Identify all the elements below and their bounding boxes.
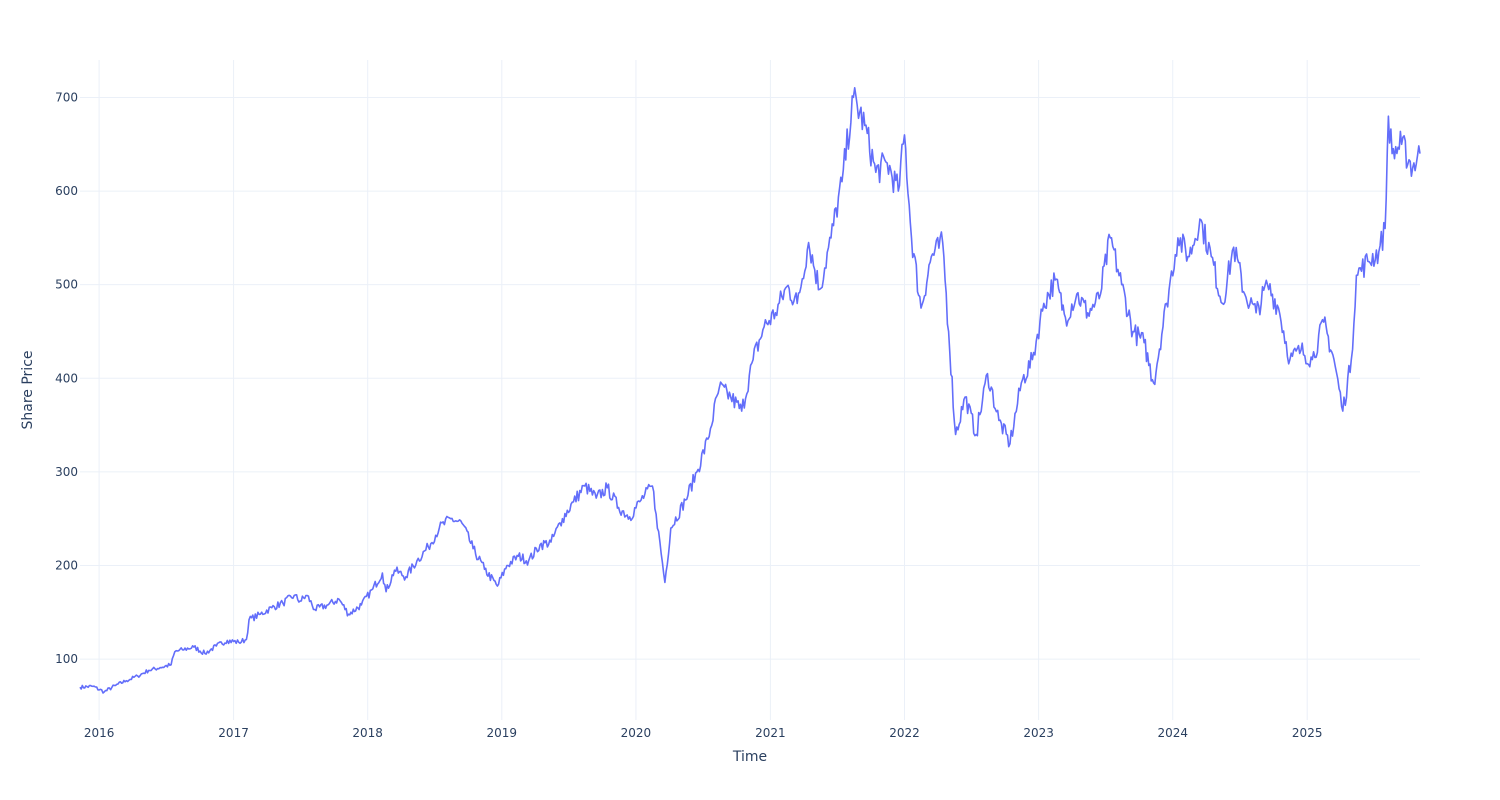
series-layer (79, 87, 1421, 694)
y-gridlines (80, 96, 1420, 660)
x-tick-label: 2017 (218, 726, 249, 740)
x-tick-labels: 2016 2017 2018 2019 2020 2021 2022 2023 2024 2025 (84, 726, 1323, 740)
x-axis-title: Time (732, 749, 767, 765)
y-tick-labels: 100 200 300 400 500 600 700 (55, 90, 78, 666)
x-tick-label: 2022 (889, 726, 920, 740)
y-tick-label: 100 (55, 652, 78, 666)
y-tick-label: 600 (55, 184, 78, 198)
x-tick-label: 2024 (1157, 726, 1188, 740)
x-tick-label: 2019 (487, 726, 518, 740)
x-tick-label: 2020 (621, 726, 652, 740)
y-tick-label: 500 (55, 278, 78, 292)
y-tick-label: 400 (55, 371, 78, 385)
x-tick-label: 2023 (1023, 726, 1054, 740)
x-tick-label: 2021 (755, 726, 786, 740)
x-tick-label: 2018 (352, 726, 383, 740)
x-gridlines (98, 60, 1308, 720)
y-tick-label: 300 (55, 465, 78, 479)
series-line (79, 87, 1421, 694)
x-tick-label: 2016 (84, 726, 115, 740)
y-axis-title: Share Price (20, 350, 36, 429)
x-tick-label: 2025 (1292, 726, 1323, 740)
y-tick-label: 200 (55, 559, 78, 573)
y-tick-label: 700 (55, 90, 78, 104)
